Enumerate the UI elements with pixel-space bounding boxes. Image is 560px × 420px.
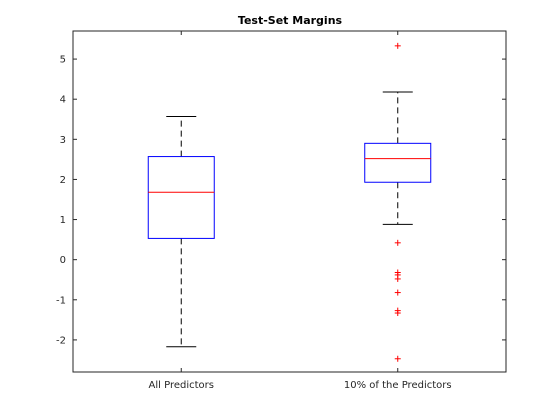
outlier-point bbox=[394, 355, 401, 362]
box-iqr bbox=[147, 156, 215, 239]
y-tick-label: 2 bbox=[60, 175, 66, 186]
plot-frame bbox=[72, 30, 507, 373]
y-tick-label: -1 bbox=[56, 295, 66, 306]
y-axis: -2 -1 0 1 2 3 4 5 bbox=[56, 55, 506, 346]
y-tick-label: -2 bbox=[56, 335, 66, 346]
outlier-point bbox=[394, 310, 401, 317]
chart-title: Test-Set Margins bbox=[238, 14, 343, 27]
x-axis: All Predictors 10% of the Predictors bbox=[149, 31, 452, 391]
outlier-point bbox=[394, 289, 401, 296]
box-series bbox=[147, 42, 432, 362]
x-tick-label: All Predictors bbox=[149, 380, 214, 391]
outlier-point bbox=[394, 42, 401, 49]
x-tick-label: 10% of the Predictors bbox=[344, 380, 452, 391]
y-tick-label: 0 bbox=[60, 255, 66, 266]
box-1 bbox=[147, 115, 215, 348]
y-tick-label: 5 bbox=[60, 55, 66, 66]
outlier-point bbox=[394, 239, 401, 246]
outlier-point bbox=[394, 275, 401, 282]
box-2 bbox=[364, 42, 432, 362]
y-tick-label: 3 bbox=[60, 135, 66, 146]
box-iqr bbox=[364, 142, 432, 183]
y-tick-label: 4 bbox=[60, 95, 66, 106]
y-tick-label: 1 bbox=[60, 215, 66, 226]
